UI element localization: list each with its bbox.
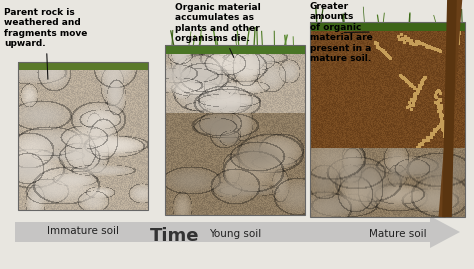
Bar: [165, 45, 305, 215]
Text: Greater
amounts
of organic
material are
present in a
mature soil.: Greater amounts of organic material are …: [310, 2, 373, 63]
Bar: [165, 45, 305, 54]
Text: Young soil: Young soil: [209, 229, 261, 239]
Bar: [18, 62, 148, 210]
Bar: [310, 22, 465, 31]
Bar: [310, 22, 465, 217]
Text: Immature soil: Immature soil: [47, 226, 119, 236]
Bar: [18, 62, 148, 70]
Polygon shape: [15, 216, 460, 248]
Text: Time: Time: [150, 227, 200, 245]
Text: Parent rock is
weathered and
fragments move
upward.: Parent rock is weathered and fragments m…: [4, 8, 87, 79]
Text: Organic material
accumulates as
plants and other
organisms die.: Organic material accumulates as plants a…: [175, 3, 261, 58]
Text: Mature soil: Mature soil: [369, 229, 426, 239]
